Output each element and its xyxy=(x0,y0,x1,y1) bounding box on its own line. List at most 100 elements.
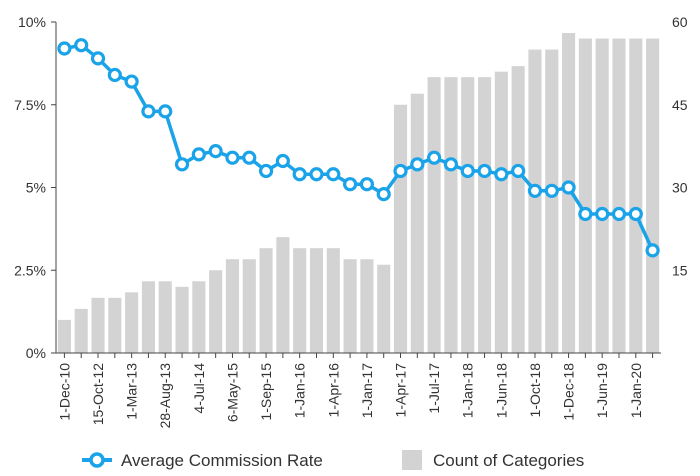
bar xyxy=(477,77,492,354)
bar xyxy=(612,38,626,354)
line-point xyxy=(292,167,307,182)
x-tick-label: 1-Mar-13 xyxy=(124,363,140,420)
bar xyxy=(427,77,441,354)
bar xyxy=(91,297,105,353)
x-tick-label: 1-Dec-18 xyxy=(561,363,577,421)
x-tick-label: 4-Jul-14 xyxy=(191,363,207,414)
x-axis-ticks: 1-Dec-10 15-Oct-12 1-Mar-13 28-Aug-13 4-Jul-… xyxy=(56,353,654,429)
x-tick-label: 6-May-15 xyxy=(224,363,240,422)
left-tick-label: 5% xyxy=(26,180,46,196)
bar xyxy=(309,248,324,353)
bar xyxy=(225,259,240,353)
bar xyxy=(646,38,660,354)
line-point xyxy=(393,163,408,179)
x-tick-label: 28-Aug-13 xyxy=(157,363,173,429)
line-point xyxy=(511,163,526,179)
line-point xyxy=(561,180,576,195)
x-tick-label: 1-Jan-20 xyxy=(628,363,644,418)
line-point xyxy=(258,163,274,179)
right-axis-ticks: 15 30 45 60 xyxy=(672,14,688,278)
legend: Average Commission Rate Count of Categor… xyxy=(82,450,584,470)
line-point xyxy=(309,167,324,182)
line-point xyxy=(343,177,358,192)
line-point xyxy=(326,167,341,182)
bar xyxy=(141,281,155,353)
line-point xyxy=(595,206,610,222)
line-point xyxy=(494,167,509,182)
line-point xyxy=(460,163,475,179)
x-tick-label: 1-Apr-16 xyxy=(325,363,341,418)
line-point xyxy=(74,38,89,53)
left-axis-ticks: 0% 2.5% 5% 7.5% 10% xyxy=(14,14,56,361)
x-tick-label: 1-Jan-16 xyxy=(292,363,308,418)
line-point xyxy=(628,206,643,222)
left-tick-label: 2.5% xyxy=(14,262,46,278)
line-series xyxy=(57,38,660,258)
legend-bar-swatch xyxy=(402,450,422,470)
line-point xyxy=(427,150,442,165)
right-tick-label: 30 xyxy=(672,180,688,196)
bar xyxy=(343,259,357,353)
bar xyxy=(326,248,340,353)
legend-label-bar: Count of Categories xyxy=(433,451,584,470)
legend-item-line: Average Commission Rate xyxy=(82,451,323,470)
bar xyxy=(242,259,256,353)
bar xyxy=(595,38,609,354)
line-point xyxy=(191,147,206,162)
bar xyxy=(125,292,139,353)
line-point xyxy=(443,157,459,172)
bar-series xyxy=(57,33,660,354)
line-point xyxy=(527,183,543,198)
x-tick-label: 1-Dec-10 xyxy=(56,363,72,421)
bar xyxy=(393,104,408,353)
x-tick-label: 1-Jun-18 xyxy=(493,363,509,418)
x-tick-label: 1-Jan-17 xyxy=(359,363,375,418)
legend-line-marker xyxy=(89,452,105,468)
line-point xyxy=(57,41,72,56)
line-point xyxy=(645,243,660,258)
line-point xyxy=(124,74,139,89)
bar xyxy=(74,308,88,353)
x-tick-label: 1-Jul-17 xyxy=(426,363,442,414)
left-tick-label: 10% xyxy=(18,14,46,30)
bar xyxy=(461,77,475,354)
bar xyxy=(545,49,559,353)
bar xyxy=(259,248,273,353)
right-tick-label: 60 xyxy=(672,14,688,30)
x-tick-label: 1-Apr-17 xyxy=(393,363,409,418)
line-point xyxy=(410,157,425,172)
line-point xyxy=(141,104,156,119)
line-point xyxy=(158,104,173,119)
bar xyxy=(209,270,223,353)
bar xyxy=(108,297,122,353)
x-tick-label: 1-Oct-18 xyxy=(527,363,543,418)
bar xyxy=(293,248,307,353)
line-point xyxy=(174,157,190,172)
bar xyxy=(276,237,290,353)
bar xyxy=(494,71,508,354)
bar xyxy=(511,66,525,353)
right-tick-label: 15 xyxy=(672,262,688,278)
line-point xyxy=(107,67,122,83)
line-point xyxy=(242,150,257,165)
legend-label-line: Average Commission Rate xyxy=(121,451,323,470)
legend-item-bar: Count of Categories xyxy=(402,450,584,470)
line-point xyxy=(208,143,223,159)
x-tick-label: 1-Jan-18 xyxy=(460,363,476,418)
bar xyxy=(57,319,71,353)
line-point xyxy=(544,183,559,198)
left-tick-label: 7.5% xyxy=(14,97,46,113)
bar xyxy=(192,281,206,353)
bar xyxy=(377,264,391,353)
bar xyxy=(175,286,189,353)
bar xyxy=(444,77,458,354)
line-point xyxy=(225,150,240,165)
left-tick-label: 0% xyxy=(26,345,46,361)
bar xyxy=(528,49,542,353)
bar xyxy=(360,259,374,353)
right-tick-label: 45 xyxy=(672,97,688,113)
line-point xyxy=(477,163,492,179)
line-point xyxy=(275,153,290,169)
bar xyxy=(629,38,643,354)
